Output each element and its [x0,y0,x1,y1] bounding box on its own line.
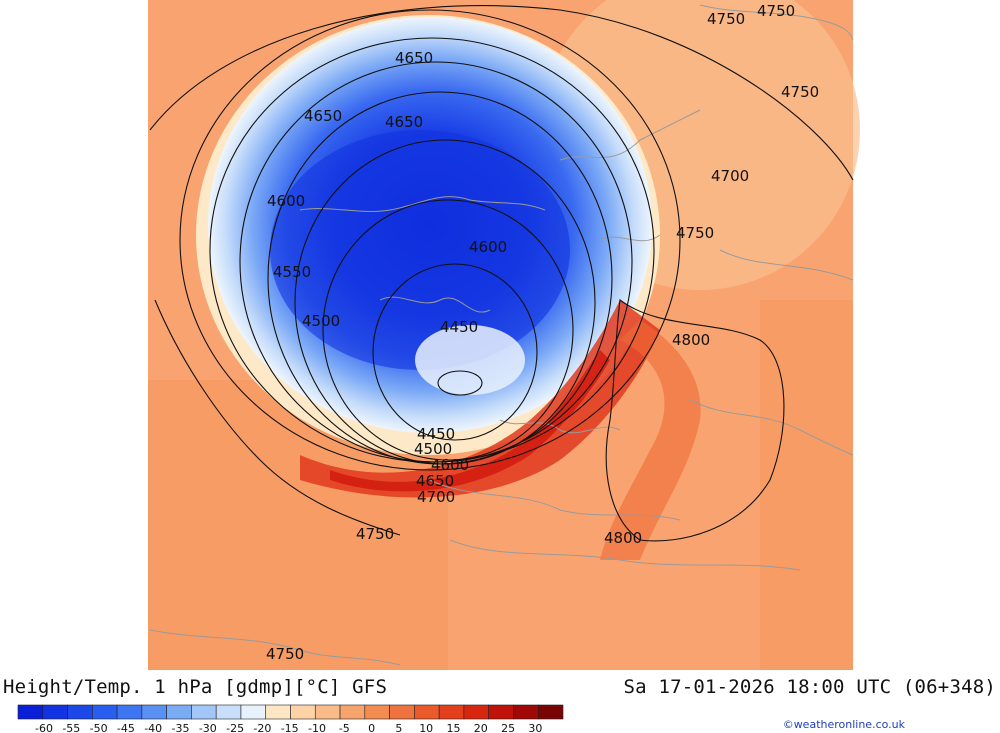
contour-label: 4650 [395,49,433,67]
legend-tick-label: -25 [226,722,244,733]
map-footer [0,670,1000,733]
contour-label: 4650 [385,113,423,131]
contour-label: 4800 [672,331,710,349]
contour-label: 4500 [302,312,340,330]
legend-swatch [116,704,143,720]
contour-label: 4600 [267,192,305,210]
legend-tick-label: -30 [199,722,217,733]
contour-label: 4450 [440,318,478,336]
legend-swatch [17,704,44,720]
legend-swatch [191,704,217,720]
legend-tick-label: 20 [474,722,488,733]
contour-label: 4600 [469,238,507,256]
contour-label: 4650 [416,472,454,490]
legend-tick-label: 15 [447,722,461,733]
contour-label: 4750 [757,2,795,20]
contour-label: 4750 [707,10,745,28]
legend-swatch [240,704,267,720]
legend-swatch [339,704,366,720]
legend-tick-label: -55 [62,722,80,733]
legend-tick-label: 30 [528,722,542,733]
legend-swatch [537,704,564,720]
legend-swatch [364,704,390,720]
contour-label: 4750 [356,525,394,543]
legend-tick-label: -40 [144,722,162,733]
legend-tick-label: -35 [172,722,190,733]
color-legend: -60 -55 -50 -45 -40 -35 -30 -25 -20 -15 -10 -5 0 5 10 1… [17,704,564,733]
map-contours [149,5,854,542]
legend-swatch [141,704,167,720]
contour-label: 4450 [417,425,455,443]
legend-tick-label: -5 [339,722,350,733]
valid-time: Sa 17-01-2026 18:00 UTC (06+348) [623,676,996,698]
legend-tick-label: 25 [501,722,515,733]
legend-swatch [67,704,93,720]
chart-title: Height/Temp. 1 hPa [gdmp][°C] GFS [3,676,388,698]
contour-label: 4550 [273,263,311,281]
map-coastlines [149,4,854,666]
contour-label: 4800 [604,529,642,547]
contour-label: 4700 [417,488,455,506]
legend-tick-label: -15 [281,722,299,733]
legend-tick-label: -10 [308,722,326,733]
contour-label: 4500 [414,440,452,458]
legend-swatch [389,704,415,720]
legend-swatch [265,704,291,720]
legend-swatch [215,704,242,720]
legend-swatch [488,704,514,720]
legend-swatch [166,704,192,720]
legend-tick-label: 0 [368,722,375,733]
contour-label: 4600 [431,456,469,474]
contour-label: 4750 [676,224,714,242]
legend-tick-label: 10 [419,722,433,733]
legend-tick-label: -60 [35,722,53,733]
contour-label: 4650 [304,107,342,125]
weather-map: 4750 4750 4750 4650 4650 4650 4700 4600 … [148,0,860,670]
legend-swatch [513,704,539,720]
legend-swatch [414,704,440,720]
legend-swatch [290,704,316,720]
contour-label: 4750 [781,83,819,101]
legend-swatch [42,704,68,720]
legend-tick-label: -45 [117,722,135,733]
legend-tick-label: -50 [90,722,108,733]
legend-tick-label: 5 [395,722,402,733]
legend-swatch [92,704,118,720]
contour-label: 4700 [711,167,749,185]
credit-link[interactable]: ©weatheronline.co.uk [782,718,905,731]
legend-swatch [438,704,465,720]
legend-tick-label: -20 [253,722,271,733]
legend-swatch [314,704,341,720]
legend-swatch [463,704,489,720]
map-warm-jet [300,300,660,498]
contour-label: 4750 [266,645,304,663]
